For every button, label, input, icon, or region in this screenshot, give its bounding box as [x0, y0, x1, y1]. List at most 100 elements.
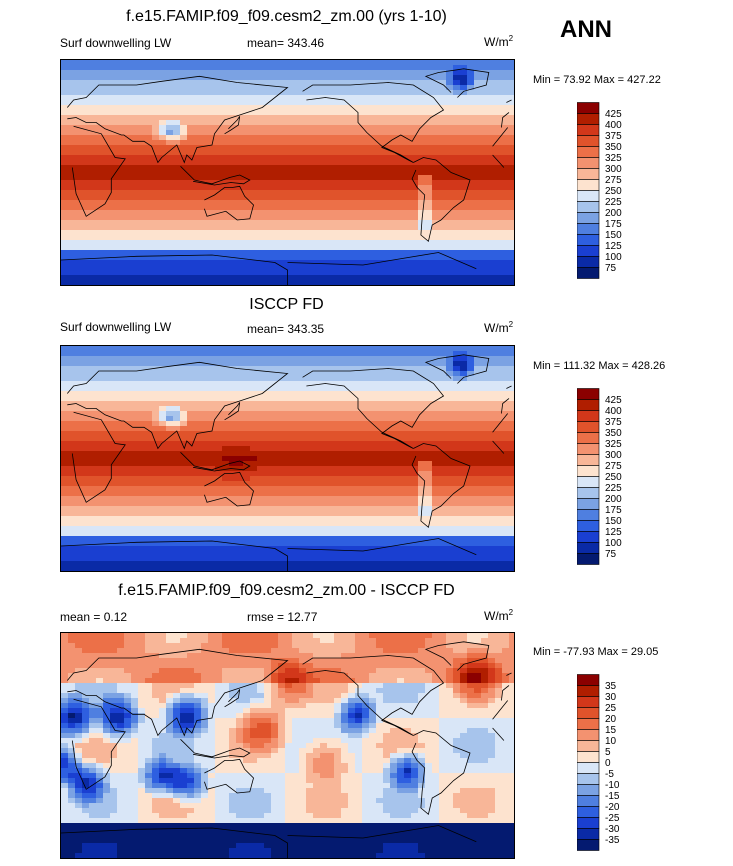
contour-cell [502, 190, 510, 196]
contour-cell [103, 351, 111, 357]
contour-cell [299, 235, 307, 241]
contour-cell [124, 125, 132, 131]
contour-cell [509, 195, 514, 201]
contour-cell [103, 280, 111, 285]
contour-cell [418, 70, 426, 76]
contour-cell [215, 145, 223, 151]
contour-cell [474, 75, 482, 81]
contour-cell [313, 185, 321, 191]
contour-cell [460, 210, 468, 216]
contour-cell [320, 60, 328, 66]
contour-cell [250, 466, 258, 472]
contour-cell [215, 65, 223, 71]
contour-cell [61, 90, 69, 96]
contour-cell [320, 351, 328, 357]
contour-cell [404, 250, 412, 256]
contour-cell [96, 280, 104, 285]
contour-cell [187, 386, 195, 392]
contour-cell [460, 376, 468, 382]
contour-cell [355, 200, 363, 206]
contour-cell [502, 270, 510, 276]
panel1-units-base: W/m [484, 35, 509, 49]
contour-cell [327, 225, 335, 231]
contour-cell [509, 280, 514, 285]
contour-cell [271, 155, 279, 161]
contour-cell [208, 220, 216, 226]
contour-cell [348, 150, 356, 156]
contour-cell [187, 371, 195, 377]
contour-cell [327, 441, 335, 447]
contour-cell [320, 180, 328, 186]
contour-cell [425, 150, 433, 156]
contour-cell [334, 371, 342, 377]
contour-cell [474, 245, 482, 251]
contour-cell [96, 160, 104, 166]
contour-cell [341, 280, 349, 285]
contour-cell [509, 436, 514, 442]
contour-cell [89, 210, 97, 216]
contour-cell [341, 170, 349, 176]
contour-cell [299, 130, 307, 136]
contour-cell [341, 456, 349, 462]
contour-cell [397, 386, 405, 392]
contour-cell [306, 406, 314, 412]
contour-cell [439, 135, 447, 141]
contour-cell [166, 220, 174, 226]
contour-cell [474, 170, 482, 176]
contour-cell [502, 230, 510, 236]
contour-cell [404, 190, 412, 196]
contour-cell [89, 185, 97, 191]
contour-cell [159, 471, 167, 477]
contour-cell [82, 446, 90, 452]
contour-cell [320, 491, 328, 497]
contour-cell [124, 406, 132, 412]
contour-cell [502, 200, 510, 206]
contour-cell [341, 225, 349, 231]
contour-cell [397, 160, 405, 166]
contour-cell [243, 65, 251, 71]
contour-cell [89, 115, 97, 121]
contour-cell [460, 95, 468, 101]
contour-cell [145, 386, 153, 392]
contour-cell [502, 75, 510, 81]
contour-cell [194, 436, 202, 442]
contour-cell [446, 260, 454, 266]
contour-cell [334, 466, 342, 472]
contour-cell [418, 90, 426, 96]
contour-cell [488, 190, 496, 196]
contour-cell [397, 446, 405, 452]
contour-cell [299, 210, 307, 216]
contour-cell [131, 356, 139, 362]
contour-cell [138, 376, 146, 382]
contour-cell [145, 456, 153, 462]
contour-cell [355, 441, 363, 447]
contour-cell [124, 130, 132, 136]
contour-cell [138, 441, 146, 447]
contour-cell [222, 496, 230, 502]
contour-cell [334, 90, 342, 96]
contour-cell [327, 90, 335, 96]
contour-cell [131, 366, 139, 372]
contour-cell [103, 200, 111, 206]
contour-cell [383, 386, 391, 392]
contour-cell [355, 351, 363, 357]
contour-cell [131, 185, 139, 191]
contour-cell [222, 245, 230, 251]
contour-cell [152, 361, 160, 367]
contour-cell [103, 491, 111, 497]
contour-cell [117, 451, 125, 457]
contour-cell [278, 85, 286, 91]
contour-cell [215, 275, 223, 281]
contour-cell [306, 401, 314, 407]
contour-cell [96, 265, 104, 271]
contour-cell [453, 431, 461, 437]
contour-cell [166, 210, 174, 216]
contour-cell [278, 491, 286, 497]
contour-cell [481, 165, 489, 171]
contour-cell [446, 220, 454, 226]
contour-cell [362, 250, 370, 256]
contour-cell [446, 185, 454, 191]
contour-cell [418, 441, 426, 447]
contour-cell [495, 401, 503, 407]
contour-cell [467, 60, 475, 66]
